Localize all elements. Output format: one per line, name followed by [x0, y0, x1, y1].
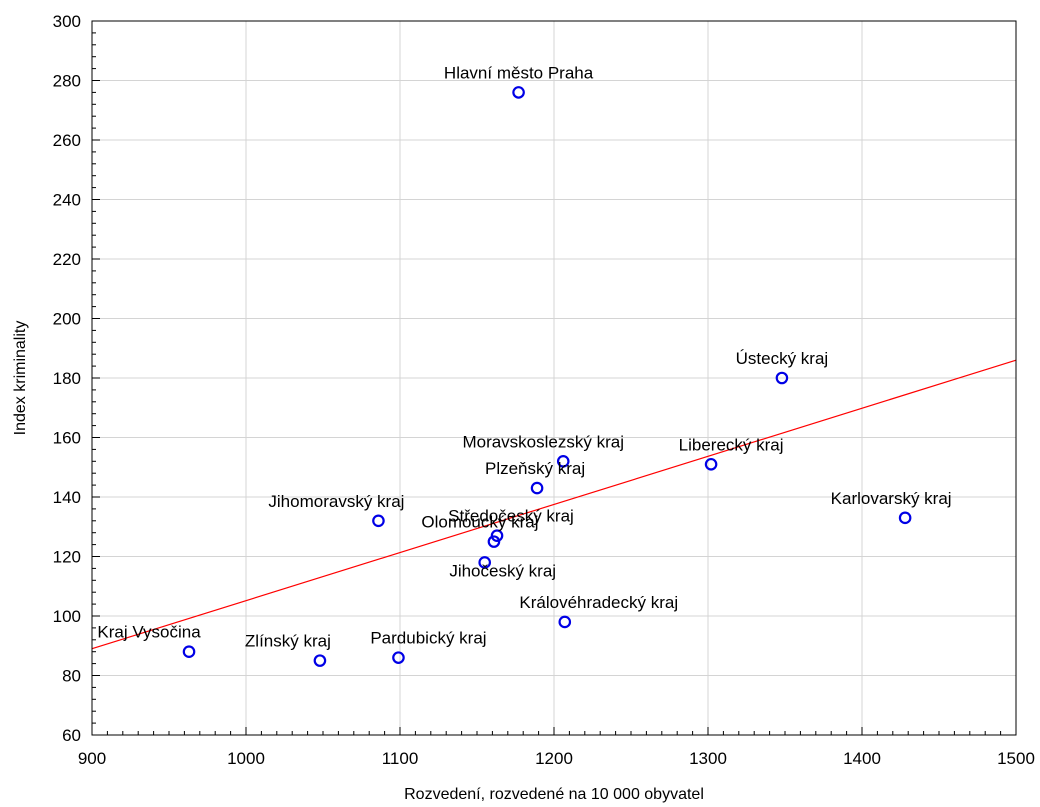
- data-point-label: Ústecký kraj: [736, 349, 829, 368]
- y-tick-label: 160: [53, 429, 81, 448]
- data-point: [487, 535, 501, 548]
- x-tick-label: 1100: [382, 749, 419, 768]
- x-axis-title: Rozvedení, rozvedené na 10 000 obyvatel: [404, 786, 704, 803]
- y-tick-label: 300: [53, 12, 81, 31]
- data-point-label: Plzeňský kraj: [485, 459, 585, 478]
- data-point-labels: Hlavní město Praha Ústecký kraj Moravskosl…: [97, 63, 951, 650]
- y-tick-label: 200: [53, 310, 81, 329]
- y-tick-label: 100: [53, 607, 81, 626]
- y-tick-label: 240: [53, 191, 81, 210]
- data-points: [182, 86, 912, 667]
- x-tick-label: 1400: [843, 749, 881, 768]
- data-point: [530, 481, 544, 495]
- y-tick-label: 140: [53, 488, 81, 507]
- data-point-label: Středočeský kraj: [448, 507, 574, 526]
- regression-line: [91, 359, 1017, 650]
- data-point: [512, 86, 525, 99]
- y-axis-title: Index kriminality: [12, 321, 29, 436]
- data-point: [898, 511, 912, 525]
- data-point-label: Královéhradecký kraj: [519, 593, 678, 612]
- data-point: [182, 645, 196, 658]
- data-point-label: Kraj Vysočina: [97, 623, 201, 642]
- data-point-label: Moravskoslezský kraj: [462, 432, 624, 451]
- x-tick-label: 1300: [689, 749, 727, 768]
- data-point: [313, 654, 327, 667]
- x-tick-label: 900: [78, 749, 106, 768]
- x-tick-label: 1000: [227, 749, 265, 768]
- y-axis-ticks: 60 80 100 120 140 160 180 200 220 240 260 280 300: [53, 12, 100, 745]
- x-tick-label: 1200: [535, 749, 573, 768]
- data-point: [392, 651, 405, 664]
- data-point: [556, 454, 570, 468]
- data-point-label: Liberecký kraj: [679, 435, 784, 454]
- data-point-label: Karlovarský kraj: [831, 489, 952, 508]
- y-tick-label: 60: [62, 726, 81, 745]
- y-tick-label: 180: [53, 369, 81, 388]
- data-point-label: Jihočeský kraj: [449, 561, 556, 580]
- grid: [92, 21, 1016, 735]
- y-tick-label: 120: [53, 548, 81, 567]
- data-point-label: Pardubický kraj: [370, 629, 486, 648]
- data-point-label: Olomoucký kraj: [421, 513, 538, 532]
- y-tick-label: 260: [53, 131, 81, 150]
- data-point: [558, 615, 572, 629]
- x-axis-ticks: 900 1000 1100 1200 1300 1400 1500: [78, 727, 1035, 768]
- data-point-label: Jihomoravský kraj: [268, 492, 404, 511]
- data-point: [775, 371, 789, 385]
- data-point-label: Zlínský kraj: [245, 632, 331, 651]
- y-tick-label: 280: [53, 72, 81, 91]
- data-point: [704, 457, 718, 471]
- data-point: [372, 514, 385, 528]
- x-tick-label: 1500: [997, 749, 1035, 768]
- data-point-label: Hlavní město Praha: [444, 63, 594, 82]
- data-point: [478, 556, 491, 569]
- data-point: [490, 529, 504, 542]
- y-tick-label: 80: [62, 667, 81, 686]
- y-tick-label: 220: [53, 250, 81, 269]
